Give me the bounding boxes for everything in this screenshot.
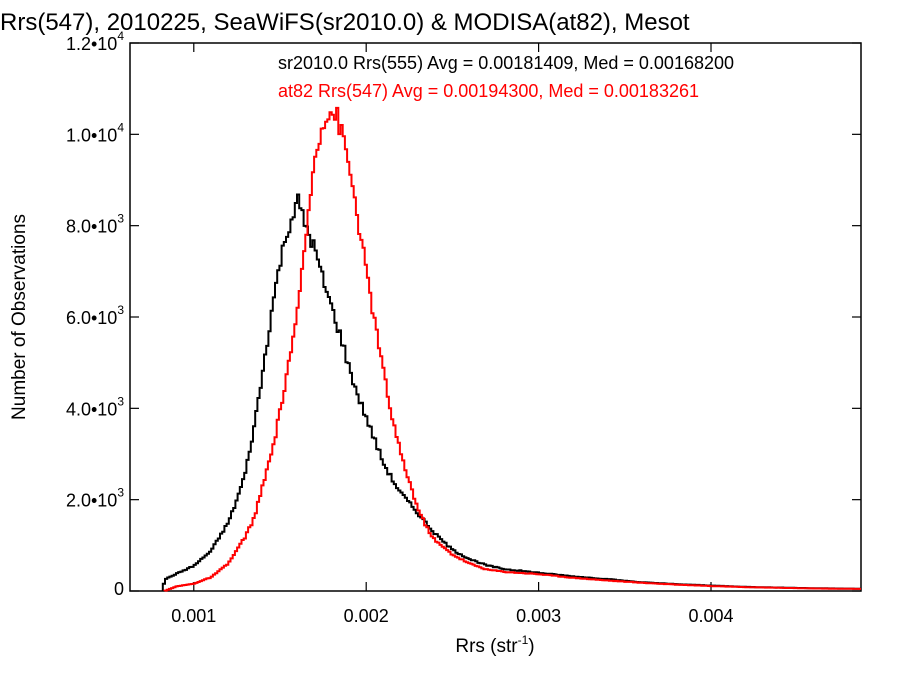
y-tick-exponent: 4 [117, 120, 124, 134]
y-tick-label: 8.0•103 [66, 212, 124, 237]
histogram-series-at82 [163, 106, 861, 592]
x-axis-label: Rrs (str-1) [455, 633, 534, 657]
y-tick-label: 1.0•104 [66, 120, 124, 145]
axis-ticks: 0.001 0.002 0.003 0.00402.0•1034.0•1036.0•1… [66, 29, 861, 626]
y-tick-mantissa: 8.0•10 [66, 217, 117, 237]
y-tick-exponent: 4 [117, 29, 124, 43]
legend-entry-sr2010: sr2010.0 Rrs(555) Avg = 0.00181409, Med … [278, 53, 734, 73]
x-axis-label-close: ) [528, 636, 534, 657]
y-tick-exponent: 3 [117, 486, 124, 500]
y-tick-mantissa: 1.0•10 [66, 125, 117, 145]
x-axis-label-text: Rrs (str [455, 636, 518, 657]
y-tick-mantissa: 2.0•10 [66, 491, 117, 511]
y-tick-label: 2.0•103 [66, 486, 124, 511]
plot-frame [129, 42, 862, 592]
chart-title: Rrs(547), 2010225, SeaWiFS(sr2010.0) & M… [0, 9, 690, 36]
y-tick-exponent: 3 [117, 212, 124, 226]
histogram-series-sr2010.0 [161, 193, 861, 591]
legend-entry-at82: at82 Rrs(547) Avg = 0.00194300, Med = 0.… [278, 81, 699, 101]
y-tick-label: 1.2•104 [66, 29, 124, 54]
y-tick-label: 0 [114, 579, 124, 599]
y-tick-mantissa: 0 [114, 579, 124, 599]
y-tick-mantissa: 1.2•10 [66, 34, 117, 54]
y-tick-mantissa: 4.0•10 [66, 399, 117, 419]
y-tick-exponent: 3 [117, 303, 124, 317]
y-axis-label: Number of Observations [9, 214, 30, 420]
x-axis-label-exponent: -1 [518, 633, 529, 647]
y-tick-label: 4.0•103 [66, 394, 124, 419]
y-tick-mantissa: 6.0•10 [66, 308, 117, 328]
series-layer [161, 106, 861, 592]
x-tick-label: 0.001 [171, 606, 216, 626]
x-tick-label: 0.004 [688, 606, 733, 626]
x-tick-label: 0.003 [516, 606, 561, 626]
x-tick-label: 0.002 [344, 606, 389, 626]
y-tick-exponent: 3 [117, 394, 124, 408]
y-tick-label: 6.0•103 [66, 303, 124, 328]
